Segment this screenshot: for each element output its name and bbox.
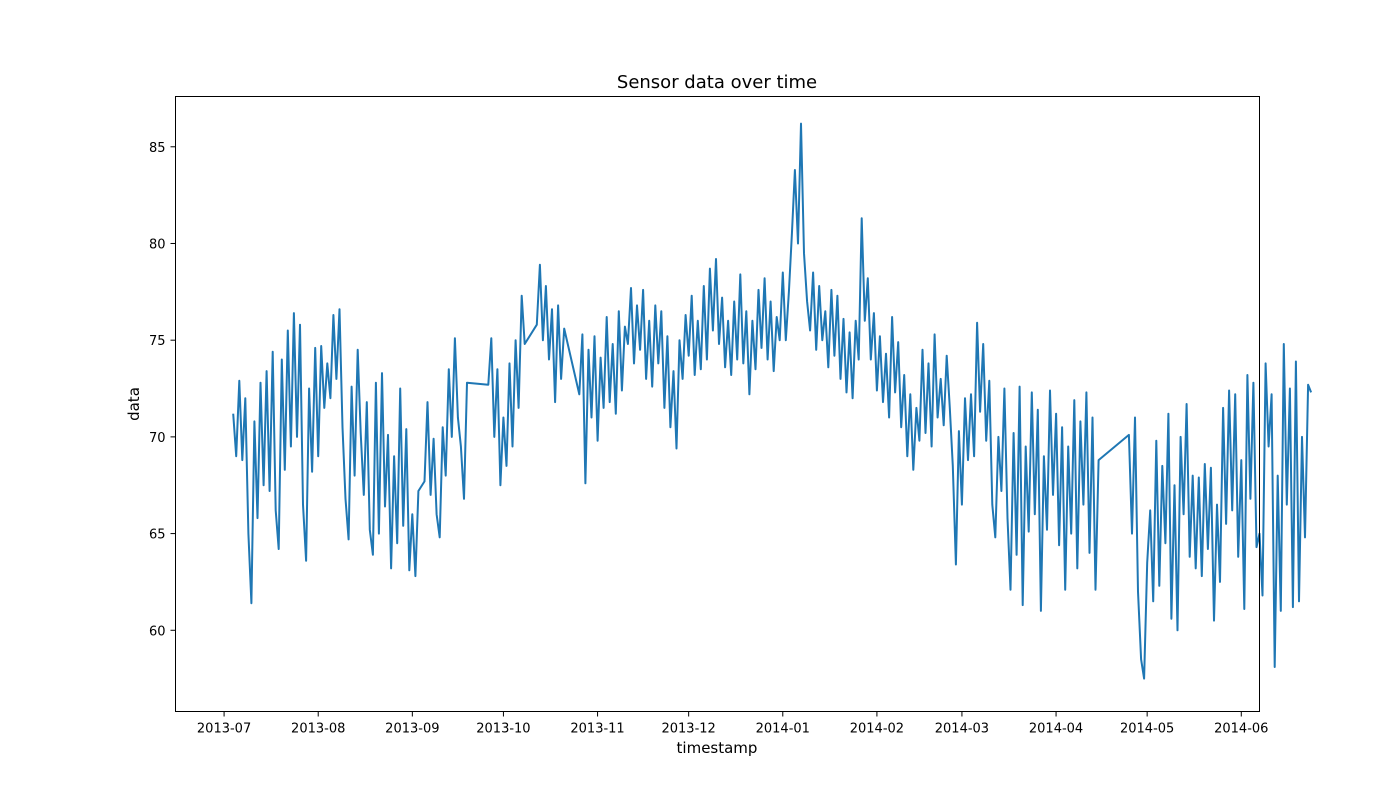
x-tick-label: 2014-01 <box>756 722 810 737</box>
x-tick-label: 2014-04 <box>1029 722 1083 737</box>
series-line-0 <box>232 122 1313 680</box>
y-tick-label: 65 <box>149 528 166 543</box>
y-axis: 60 65 70 75 80 85 <box>149 141 176 639</box>
x-tick-label: 2014-06 <box>1214 722 1268 737</box>
x-axis: 2013-07 2013-08 2013-09 2013-10 2013-11 2013-… <box>197 711 1268 737</box>
x-tick-label: 2013-08 <box>291 722 345 737</box>
x-tick-label: 2013-12 <box>661 722 715 737</box>
x-tick-label: 2013-07 <box>197 722 251 737</box>
x-axis-label: timestamp <box>677 739 758 757</box>
x-tick-label: 2014-02 <box>850 722 904 737</box>
plot-area <box>232 122 1313 680</box>
y-tick-label: 80 <box>149 237 166 252</box>
x-tick-label: 2014-03 <box>935 722 989 737</box>
y-tick-label: 85 <box>149 141 166 156</box>
axes-frame <box>175 96 1260 712</box>
x-tick-label: 2013-10 <box>476 722 530 737</box>
chart-title: Sensor data over time <box>617 72 817 93</box>
y-tick-label: 60 <box>149 624 166 639</box>
y-tick-label: 70 <box>149 431 166 446</box>
y-axis-label: data <box>125 387 143 421</box>
x-tick-label: 2013-09 <box>385 722 439 737</box>
x-tick-label: 2014-05 <box>1120 722 1174 737</box>
x-tick-label: 2013-11 <box>570 722 624 737</box>
y-tick-label: 75 <box>149 334 166 349</box>
